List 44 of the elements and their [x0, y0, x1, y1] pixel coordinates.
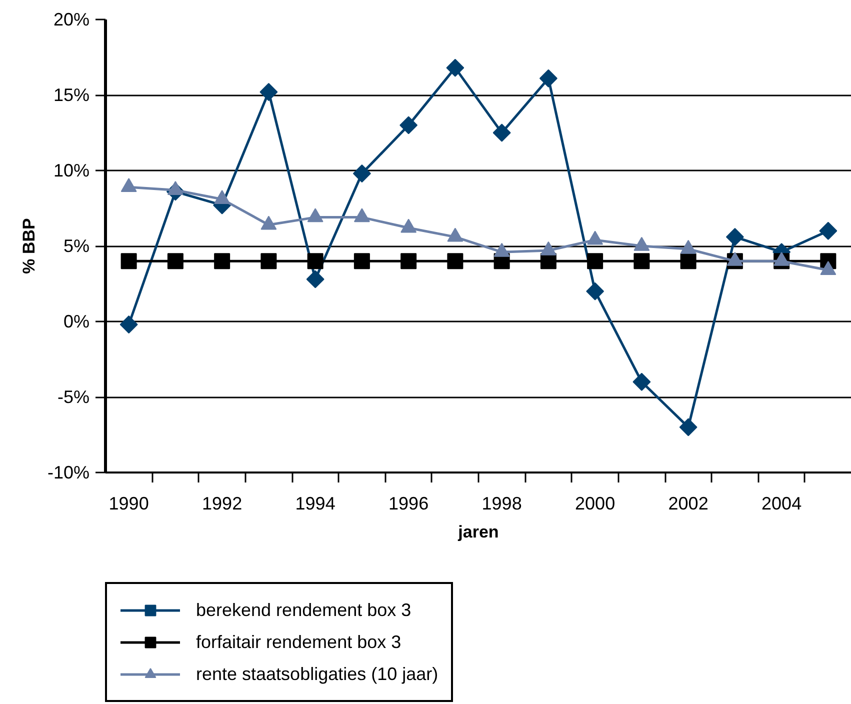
x-tick-label: 1992 [202, 494, 242, 514]
x-tick-label: 1998 [482, 494, 522, 514]
point [492, 124, 511, 142]
x-tick-label: 2000 [575, 494, 616, 514]
point [120, 253, 137, 270]
x-tick-label: 2002 [668, 494, 708, 514]
x-tick-label: 2004 [762, 494, 802, 514]
point [632, 372, 651, 391]
legend-label: forfaitair rendement box 3 [196, 630, 402, 654]
point [214, 253, 230, 270]
point [634, 253, 650, 270]
point [446, 58, 464, 77]
point [726, 228, 744, 246]
point [539, 69, 558, 88]
y-tick-label: 0% [63, 312, 90, 332]
point [120, 316, 138, 334]
y-tick-label: 5% [63, 236, 90, 256]
x-axis-title: jaren [457, 522, 499, 542]
point [260, 82, 278, 101]
point [352, 164, 371, 183]
y-axis-title: % BBP [19, 218, 38, 274]
y-tick-label: -10% [47, 462, 90, 482]
legend-label: berekend rendement box 3 [196, 598, 412, 622]
point [306, 270, 324, 288]
point [680, 253, 696, 270]
legend-label: rente staatsobligaties (10 jaar) [196, 662, 438, 686]
point [400, 116, 418, 134]
y-tick-label: 20% [53, 10, 90, 30]
point [587, 253, 604, 270]
point [819, 222, 838, 240]
x-tick-label: 1996 [388, 494, 429, 514]
y-tick-label: -5% [57, 387, 90, 407]
point [447, 253, 464, 270]
y-tick-label: 15% [53, 85, 90, 105]
point [354, 253, 370, 270]
point [586, 282, 604, 300]
point [167, 253, 184, 270]
point [679, 418, 698, 436]
x-tick-label: 1994 [295, 494, 336, 514]
point [307, 253, 324, 270]
point [400, 253, 417, 270]
x-tick-label: 1990 [108, 494, 149, 514]
y-tick-label: 10% [53, 160, 90, 180]
point [260, 253, 277, 270]
